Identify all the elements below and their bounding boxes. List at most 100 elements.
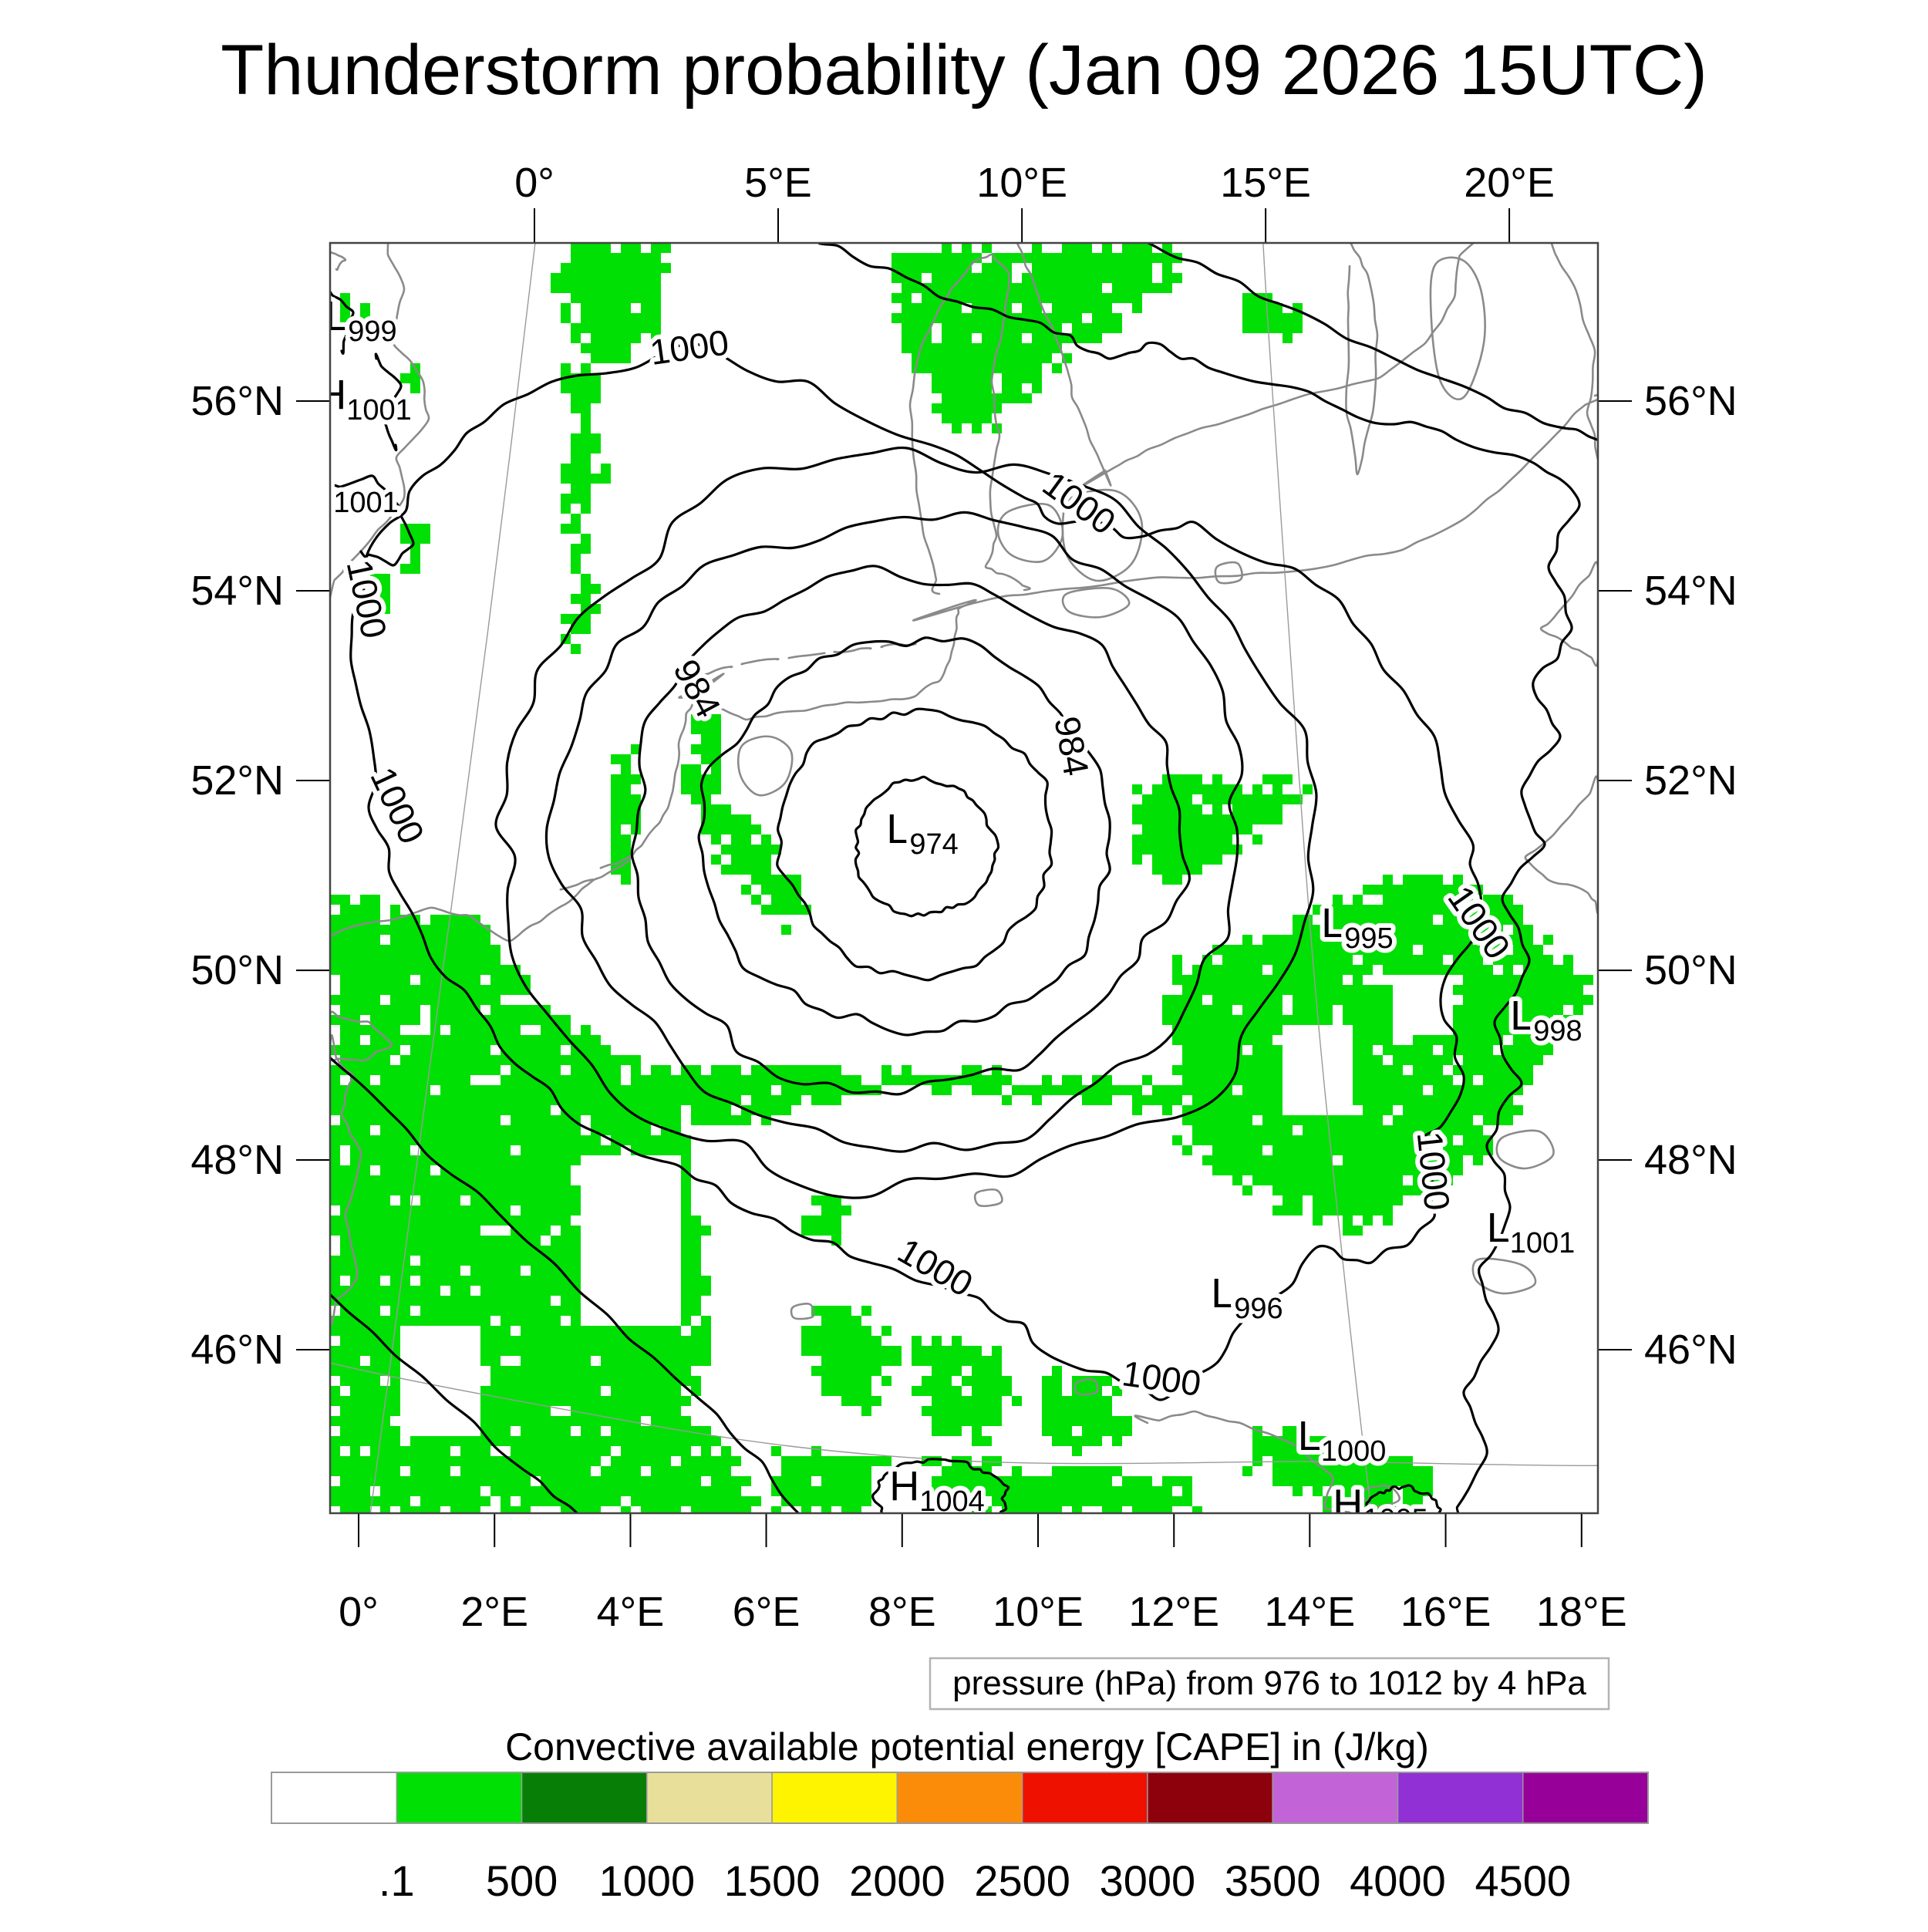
coastline: [740, 658, 780, 666]
coastline-island: [973, 1189, 1003, 1207]
isobar-h1005: [1363, 1484, 1442, 1513]
cape-green-shading: [330, 243, 1593, 1513]
colorbar-title: Convective available potential energy [C…: [505, 1725, 1429, 1768]
colorbar-tick-label: 1500: [724, 1856, 821, 1905]
right-tick-label: 52°N: [1644, 757, 1738, 804]
pressure-center-label: L1001: [1487, 1205, 1576, 1259]
coastline-island: [790, 1303, 815, 1320]
isobar-segment: [1145, 243, 1598, 442]
isobar-segment: [817, 243, 1581, 1513]
bottom-tick-label: 14°E: [1264, 1589, 1355, 1635]
pressure-caption-box: [929, 1657, 1610, 1711]
isobar-ring: [494, 446, 1318, 1199]
coastline-island: [1061, 587, 1131, 619]
colorbar-segment: [1397, 1772, 1524, 1824]
colorbar-segment: [1147, 1772, 1273, 1824]
right-tick-label: 54°N: [1644, 568, 1738, 614]
pressure-center-label: L974: [886, 806, 958, 861]
bottom-tick-label: 12°E: [1128, 1589, 1219, 1635]
colorbar-segment: [521, 1772, 648, 1824]
isobar-segment: [330, 1056, 801, 1513]
colorbar-segment: [1272, 1772, 1399, 1824]
coastline: [1134, 1410, 1359, 1513]
coastline: [1547, 243, 1598, 464]
coastline: [330, 1034, 362, 1325]
bottom-tick-label: 2°E: [460, 1589, 528, 1635]
coastline-layer: [330, 243, 1598, 1513]
isobar-ring: [776, 707, 1053, 982]
axis-layer: 0° 5°E 10°E 15°E 20°E 0° 2°E 4°E 6°E 8°E 10°E 12°E 1…: [190, 160, 1737, 1635]
colorbar-segment: [271, 1772, 398, 1824]
colorbar-tick-label: 2000: [849, 1856, 945, 1905]
coastline: [912, 393, 1598, 622]
right-tick-label: 46°N: [1644, 1327, 1738, 1373]
colorbar-tick-label: .1: [379, 1856, 415, 1905]
pressure-contour-layer: [330, 243, 1598, 1513]
bottom-tick-label: 6°E: [733, 1589, 801, 1635]
colorbar-border: [271, 1772, 1649, 1824]
coastline: [833, 647, 872, 653]
coastline: [787, 652, 826, 659]
coastline: [330, 251, 347, 271]
bottom-tick-label: 18°E: [1536, 1589, 1627, 1635]
colorbar-segment: [396, 1772, 523, 1824]
isobar-ring: [697, 636, 1111, 1037]
pressure-center-label: H1001: [316, 372, 412, 427]
coastline-island: [1214, 561, 1243, 585]
top-tick-label: 5°E: [744, 160, 812, 206]
pressure-caption-text: pressure (hPa) from 976 to 1012 by 4 hPa: [952, 1664, 1586, 1702]
bottom-tick-label: 0°: [339, 1589, 379, 1635]
top-tick-label: 0°: [514, 160, 554, 206]
coastline: [1524, 775, 1598, 914]
pressure-center-label: L998: [1510, 993, 1582, 1047]
pressure-center-label: H1005: [1333, 1482, 1428, 1536]
coastline: [908, 253, 1031, 595]
page-title: Thunderstorm probability (Jan 09 2026 15…: [221, 31, 1707, 110]
colorbar-tick-label: 1000: [599, 1856, 696, 1905]
isobar-segment: [374, 352, 403, 452]
top-tick-label: 10°E: [976, 160, 1067, 206]
coastline: [1345, 243, 1379, 476]
coastline: [1013, 243, 1112, 487]
left-tick-label: 56°N: [190, 378, 284, 424]
coastline-island: [736, 735, 794, 797]
bottom-tick-label: 10°E: [993, 1589, 1084, 1635]
pressure-center-label: H1004: [889, 1463, 985, 1518]
isobar-segment: [330, 289, 355, 355]
isobar-segment: [330, 474, 415, 567]
map-frame: [329, 241, 1599, 1515]
coastline-island: [1495, 1129, 1555, 1170]
coastline: [1080, 243, 1475, 487]
left-tick-label: 52°N: [190, 757, 284, 804]
isobar-ring: [630, 565, 1191, 1096]
bottom-tick-label: 8°E: [868, 1589, 936, 1635]
coastline-island: [1074, 1378, 1099, 1396]
coastline-island: [1429, 256, 1486, 401]
isobar-h1004: [871, 1458, 1010, 1513]
map-area: 10001000100010001000100010001000984984L9…: [303, 243, 1598, 1536]
colorbar-tick-label: 4500: [1475, 1856, 1571, 1905]
coastline-island: [996, 503, 1064, 563]
contour-label: 984: [1047, 713, 1097, 779]
contour-label: 1000: [1120, 1353, 1204, 1404]
contour-label: 1000: [1036, 464, 1123, 542]
coastline-island: [1471, 1257, 1537, 1295]
colorbar-segment: [896, 1772, 1023, 1824]
colorbar-tick-label: 3000: [1100, 1856, 1196, 1905]
colorbar-tick-label: 3500: [1225, 1856, 1321, 1905]
contour-label: 1000: [339, 556, 395, 642]
isobar-1000: [349, 342, 1484, 1401]
coastline: [330, 673, 725, 942]
right-tick-label: 48°N: [1644, 1137, 1738, 1183]
pressure-caption: pressure (hPa) from 976 to 1012 by 4 hPa: [929, 1657, 1610, 1711]
pressure-center-label: H1001: [303, 464, 399, 519]
coastline: [1539, 561, 1598, 667]
colorbar-segment: [771, 1772, 898, 1824]
contour-label: 984: [666, 652, 729, 723]
bottom-tick-label: 16°E: [1400, 1589, 1492, 1635]
isobar-segment: [330, 1293, 579, 1513]
contour-label: 1000: [1410, 1130, 1458, 1212]
right-tick-label: 50°N: [1644, 947, 1738, 993]
top-tick-label: 15°E: [1220, 160, 1311, 206]
